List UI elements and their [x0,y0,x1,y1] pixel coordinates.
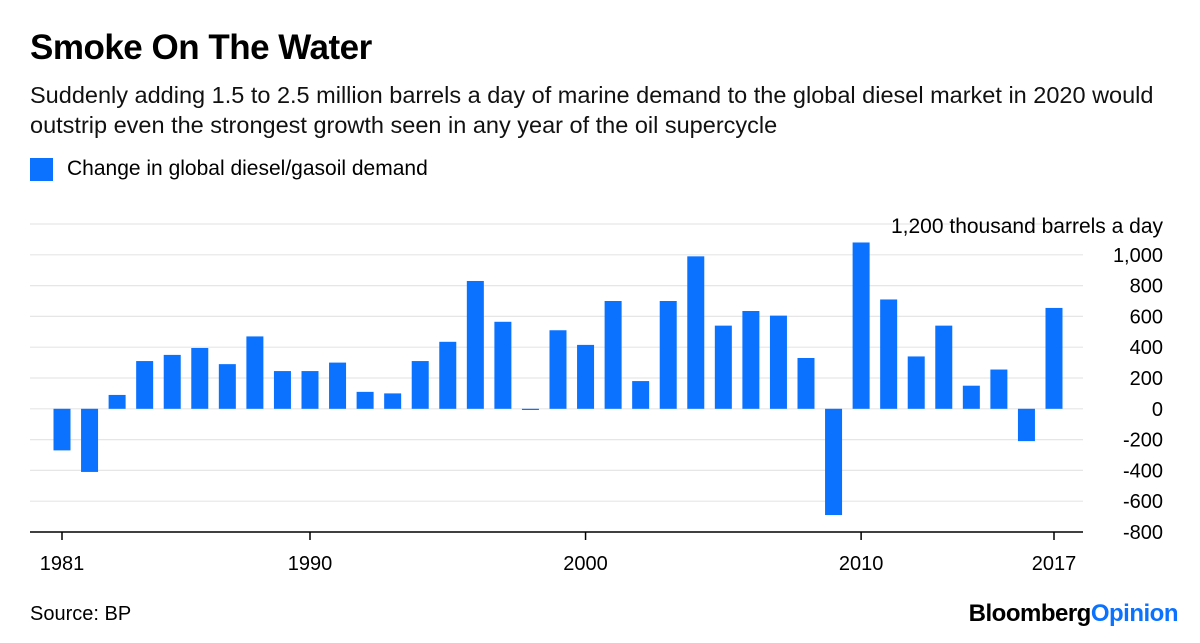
bar-2000 [577,344,595,409]
source-note: Source: BP [30,603,132,625]
y-tick-label: 400 [1130,337,1163,359]
bar-2014 [962,385,980,409]
y-tick-label: -400 [1123,460,1163,482]
bar-2010 [852,242,870,409]
bar-2004 [687,256,705,409]
bar-1997 [494,321,512,409]
chart-title: Smoke On The Water [30,28,372,67]
bar-2012 [907,356,925,409]
bar-2011 [880,299,898,409]
bar-2005 [714,325,732,409]
y-axis-unit-label: 1,200 thousand barrels a day [891,215,1164,238]
bar-1986 [191,347,209,409]
bar-2007 [769,315,787,409]
y-tick-label: 800 [1130,276,1163,298]
bar-1985 [163,354,181,409]
bar-1991 [329,362,347,409]
bar-1995 [439,341,457,409]
x-tick-label: 1990 [288,553,333,575]
bar-2003 [659,301,677,409]
y-tick-label: -200 [1123,430,1163,452]
x-tick-label: 2010 [839,553,884,575]
bar-2016 [1017,408,1035,442]
bar-1999 [549,330,567,409]
bar-1992 [356,391,374,409]
bar-1993 [384,393,402,409]
y-tick-label: 0 [1152,399,1163,421]
brand-name: Bloomberg [968,600,1092,627]
y-tick-label: -800 [1123,522,1163,544]
brand-opinion: Opinion [1090,600,1179,627]
x-tick-label: 1981 [40,553,85,575]
bar-2017 [1045,307,1063,409]
bar-2006 [742,311,760,409]
bar-1988 [246,336,264,409]
bar-2008 [797,357,815,409]
bar-1990 [301,371,319,409]
bar-1998 [521,408,539,410]
bar-2001 [604,301,622,409]
y-tick-label: 200 [1130,368,1163,390]
y-tick-label: 1,000 [1113,245,1163,267]
legend-label: Change in global diesel/gasoil demand [67,157,428,180]
bar-1996 [466,280,484,409]
brand-logo: BloombergOpinion [968,600,1179,628]
x-tick-label: 2000 [563,553,608,575]
bar-2013 [935,325,953,409]
bar-1981 [53,408,71,451]
x-axis: 1981 1990 2000 2010 2017 [30,531,1083,575]
bar-1994 [411,361,429,409]
y-axis: 1,000 800 600 400 200 0 -200 -400 -600 -800 [1113,245,1163,544]
legend-swatch [30,157,53,181]
bar-2015 [990,369,1008,409]
bar-1983 [108,394,126,409]
x-tick-label: 2017 [1032,553,1077,575]
y-tick-label: 600 [1130,306,1163,328]
y-tick-label: -600 [1123,491,1163,513]
bar-1987 [218,364,236,409]
chart-subtitle: Suddenly adding 1.5 to 2.5 million barre… [30,82,1154,138]
bar-1982 [81,408,99,472]
bar-1984 [136,361,154,409]
legend: Change in global diesel/gasoil demand [30,157,428,181]
bars [53,242,1063,516]
bar-2009 [825,408,843,516]
bar-1989 [273,371,291,409]
bar-2002 [632,381,650,409]
